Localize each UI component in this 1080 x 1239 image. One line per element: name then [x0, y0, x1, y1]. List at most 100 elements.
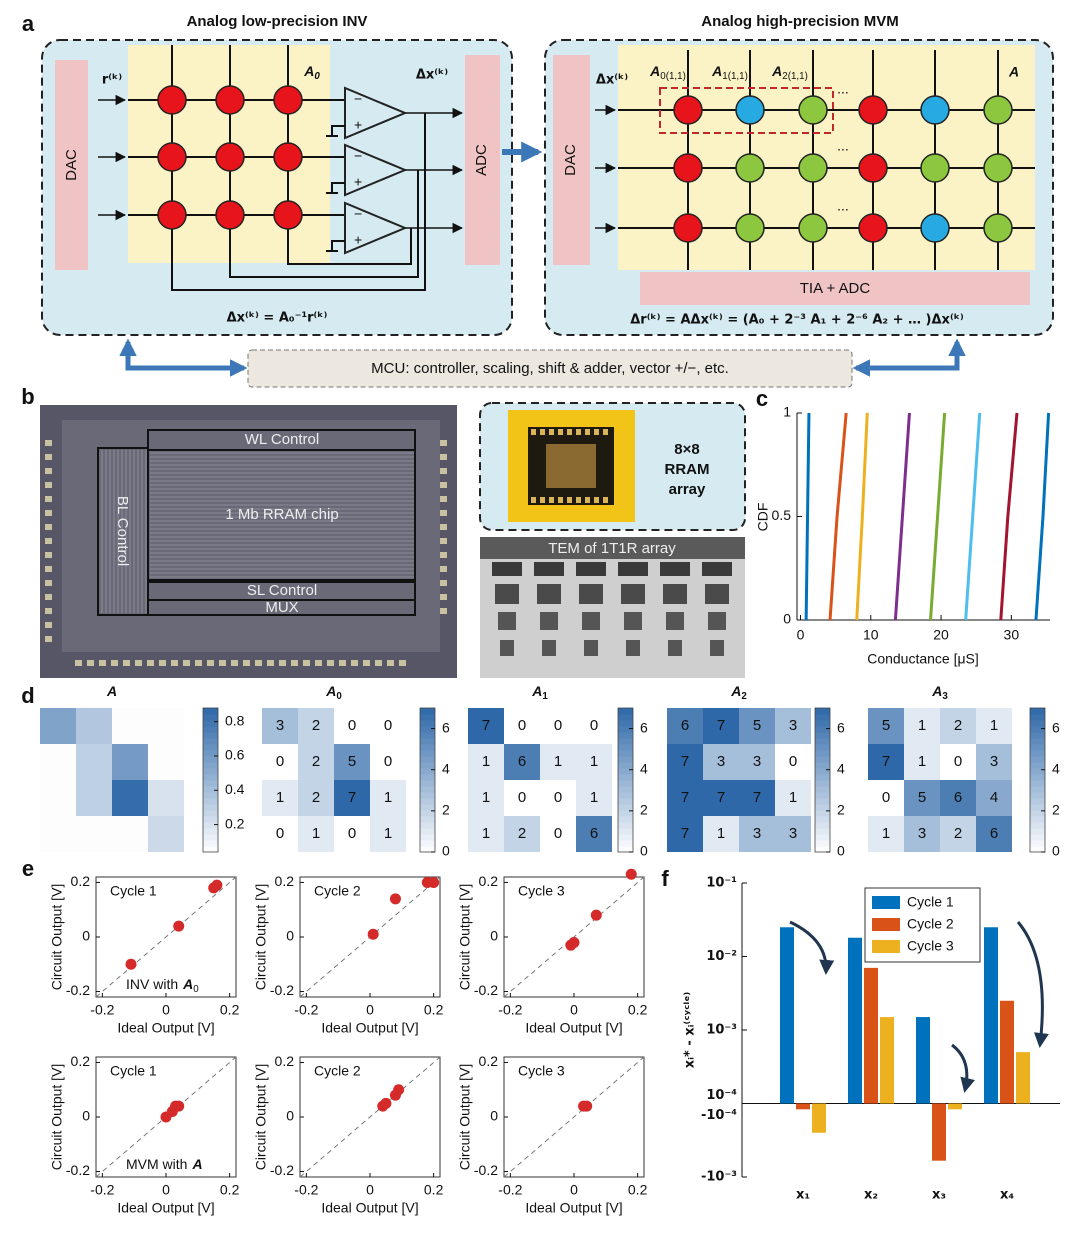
colorbar-segment: [420, 708, 435, 715]
y-tick-label: -10⁻⁴: [701, 1108, 737, 1123]
colorbar-segment: [618, 798, 633, 805]
heatmap-cell: [775, 708, 811, 744]
colorbar-segment: [420, 792, 435, 799]
colorbar-segment: [815, 780, 830, 787]
pad: [255, 660, 262, 666]
cdf-line: [1034, 412, 1051, 621]
tem-feature: [540, 612, 558, 630]
colorbar-segment: [203, 846, 218, 853]
ground: [326, 240, 345, 252]
pad: [327, 660, 334, 666]
data-point: [590, 909, 602, 921]
cell-label: 2: [312, 717, 320, 734]
x-tick-label: -0.2: [294, 1002, 318, 1018]
cell-label: 3: [753, 753, 761, 770]
x-tick-label: -0.2: [90, 1182, 114, 1198]
heatmap-cell: [112, 744, 148, 780]
cell-label: 1: [482, 825, 490, 842]
colorbar-segment: [815, 750, 830, 757]
colorbar-frame: [814, 707, 831, 853]
inset-label: array: [669, 481, 706, 498]
cell-node: [157, 142, 187, 172]
colorbar-frame: [617, 707, 634, 853]
heatmap-cell: [370, 708, 406, 744]
cell-label: 0: [276, 825, 284, 842]
trend-arrow: [951, 1043, 976, 1093]
colorbar-segment: [618, 816, 633, 823]
colorbar-segment: [815, 822, 830, 829]
colorbar-segment: [420, 744, 435, 751]
bar: [948, 1103, 962, 1110]
heatmap-cell: [370, 816, 406, 852]
heatmap-cell: [576, 816, 612, 852]
y-tick-label: -0.2: [66, 982, 90, 998]
pad: [558, 497, 563, 503]
cdf-line: [929, 412, 947, 621]
feedback: [229, 170, 419, 278]
colorbar-segment: [815, 738, 830, 745]
cell-node: [920, 95, 950, 125]
colorbar-label: 4: [640, 760, 648, 776]
colorbar-label: 2: [640, 802, 648, 818]
colorbar-segment: [618, 744, 633, 751]
colorbar-segment: [618, 810, 633, 817]
heatmap-cell: [576, 780, 612, 816]
x-axis-label: Ideal Output [V]: [525, 1020, 622, 1036]
tem-feature: [708, 612, 726, 630]
bar: [1000, 1000, 1014, 1104]
cell-node: [215, 85, 245, 115]
text-part: A: [730, 683, 741, 699]
colorbar-segment: [203, 720, 218, 727]
colorbar-segment: [618, 750, 633, 757]
chip-die: [62, 420, 440, 652]
x-tick-label: x₁: [796, 1188, 810, 1203]
cell-label: 1: [482, 789, 490, 806]
colorbar-segment: [1030, 816, 1045, 823]
heatmap-cell: [540, 744, 576, 780]
pad: [603, 429, 608, 435]
colorbar-segment: [618, 768, 633, 775]
heatmap-cell: [148, 708, 184, 744]
panel-label: e: [22, 856, 34, 881]
colorbar-segment: [203, 810, 218, 817]
colorbar-segment: [618, 792, 633, 799]
y-axis-label: Circuit Output [V]: [49, 1064, 65, 1171]
colorbar-segment: [618, 708, 633, 715]
legend-label: Cycle 1: [907, 894, 954, 910]
heatmap-cell: [468, 708, 504, 744]
x-tick-label: 30: [1004, 627, 1020, 643]
y-axis-label: Circuit Output [V]: [49, 884, 65, 991]
cell-node: [798, 95, 828, 125]
op-amp-sign: +: [354, 174, 362, 190]
pad: [375, 660, 382, 666]
pad: [440, 566, 447, 572]
pad: [315, 660, 322, 666]
heatmap-cell: [868, 708, 904, 744]
colorbar-segment: [203, 792, 218, 799]
annotation: INV with A0: [126, 976, 199, 995]
colorbar-segment: [618, 714, 633, 721]
heatmap-cell: [334, 708, 370, 744]
data-point: [625, 868, 637, 880]
y-tick-label: 0: [490, 1108, 498, 1124]
dac-label: DAC: [63, 149, 80, 181]
panel-label: a: [22, 11, 35, 36]
heatmap-cell: [976, 708, 1012, 744]
link-arrow: [852, 338, 966, 377]
colorbar-segment: [815, 756, 830, 763]
pad: [603, 497, 608, 503]
cell-label: 0: [384, 717, 392, 734]
legend-label: Cycle 3: [907, 938, 954, 954]
colorbar-label: 6: [1052, 719, 1060, 735]
y-tick-label: -0.2: [66, 1162, 90, 1178]
adc-label: ADC: [473, 144, 490, 176]
y-tick-label: 0: [783, 611, 791, 627]
pad: [594, 497, 599, 503]
cdf-line: [893, 412, 911, 621]
y-tick-label: 10⁻¹: [706, 876, 737, 891]
dac-label: DAC: [562, 144, 579, 176]
heatmap-cell: [298, 708, 334, 744]
cell-node: [735, 95, 765, 125]
pad: [387, 660, 394, 666]
x-axis-label: Ideal Output [V]: [117, 1020, 214, 1036]
